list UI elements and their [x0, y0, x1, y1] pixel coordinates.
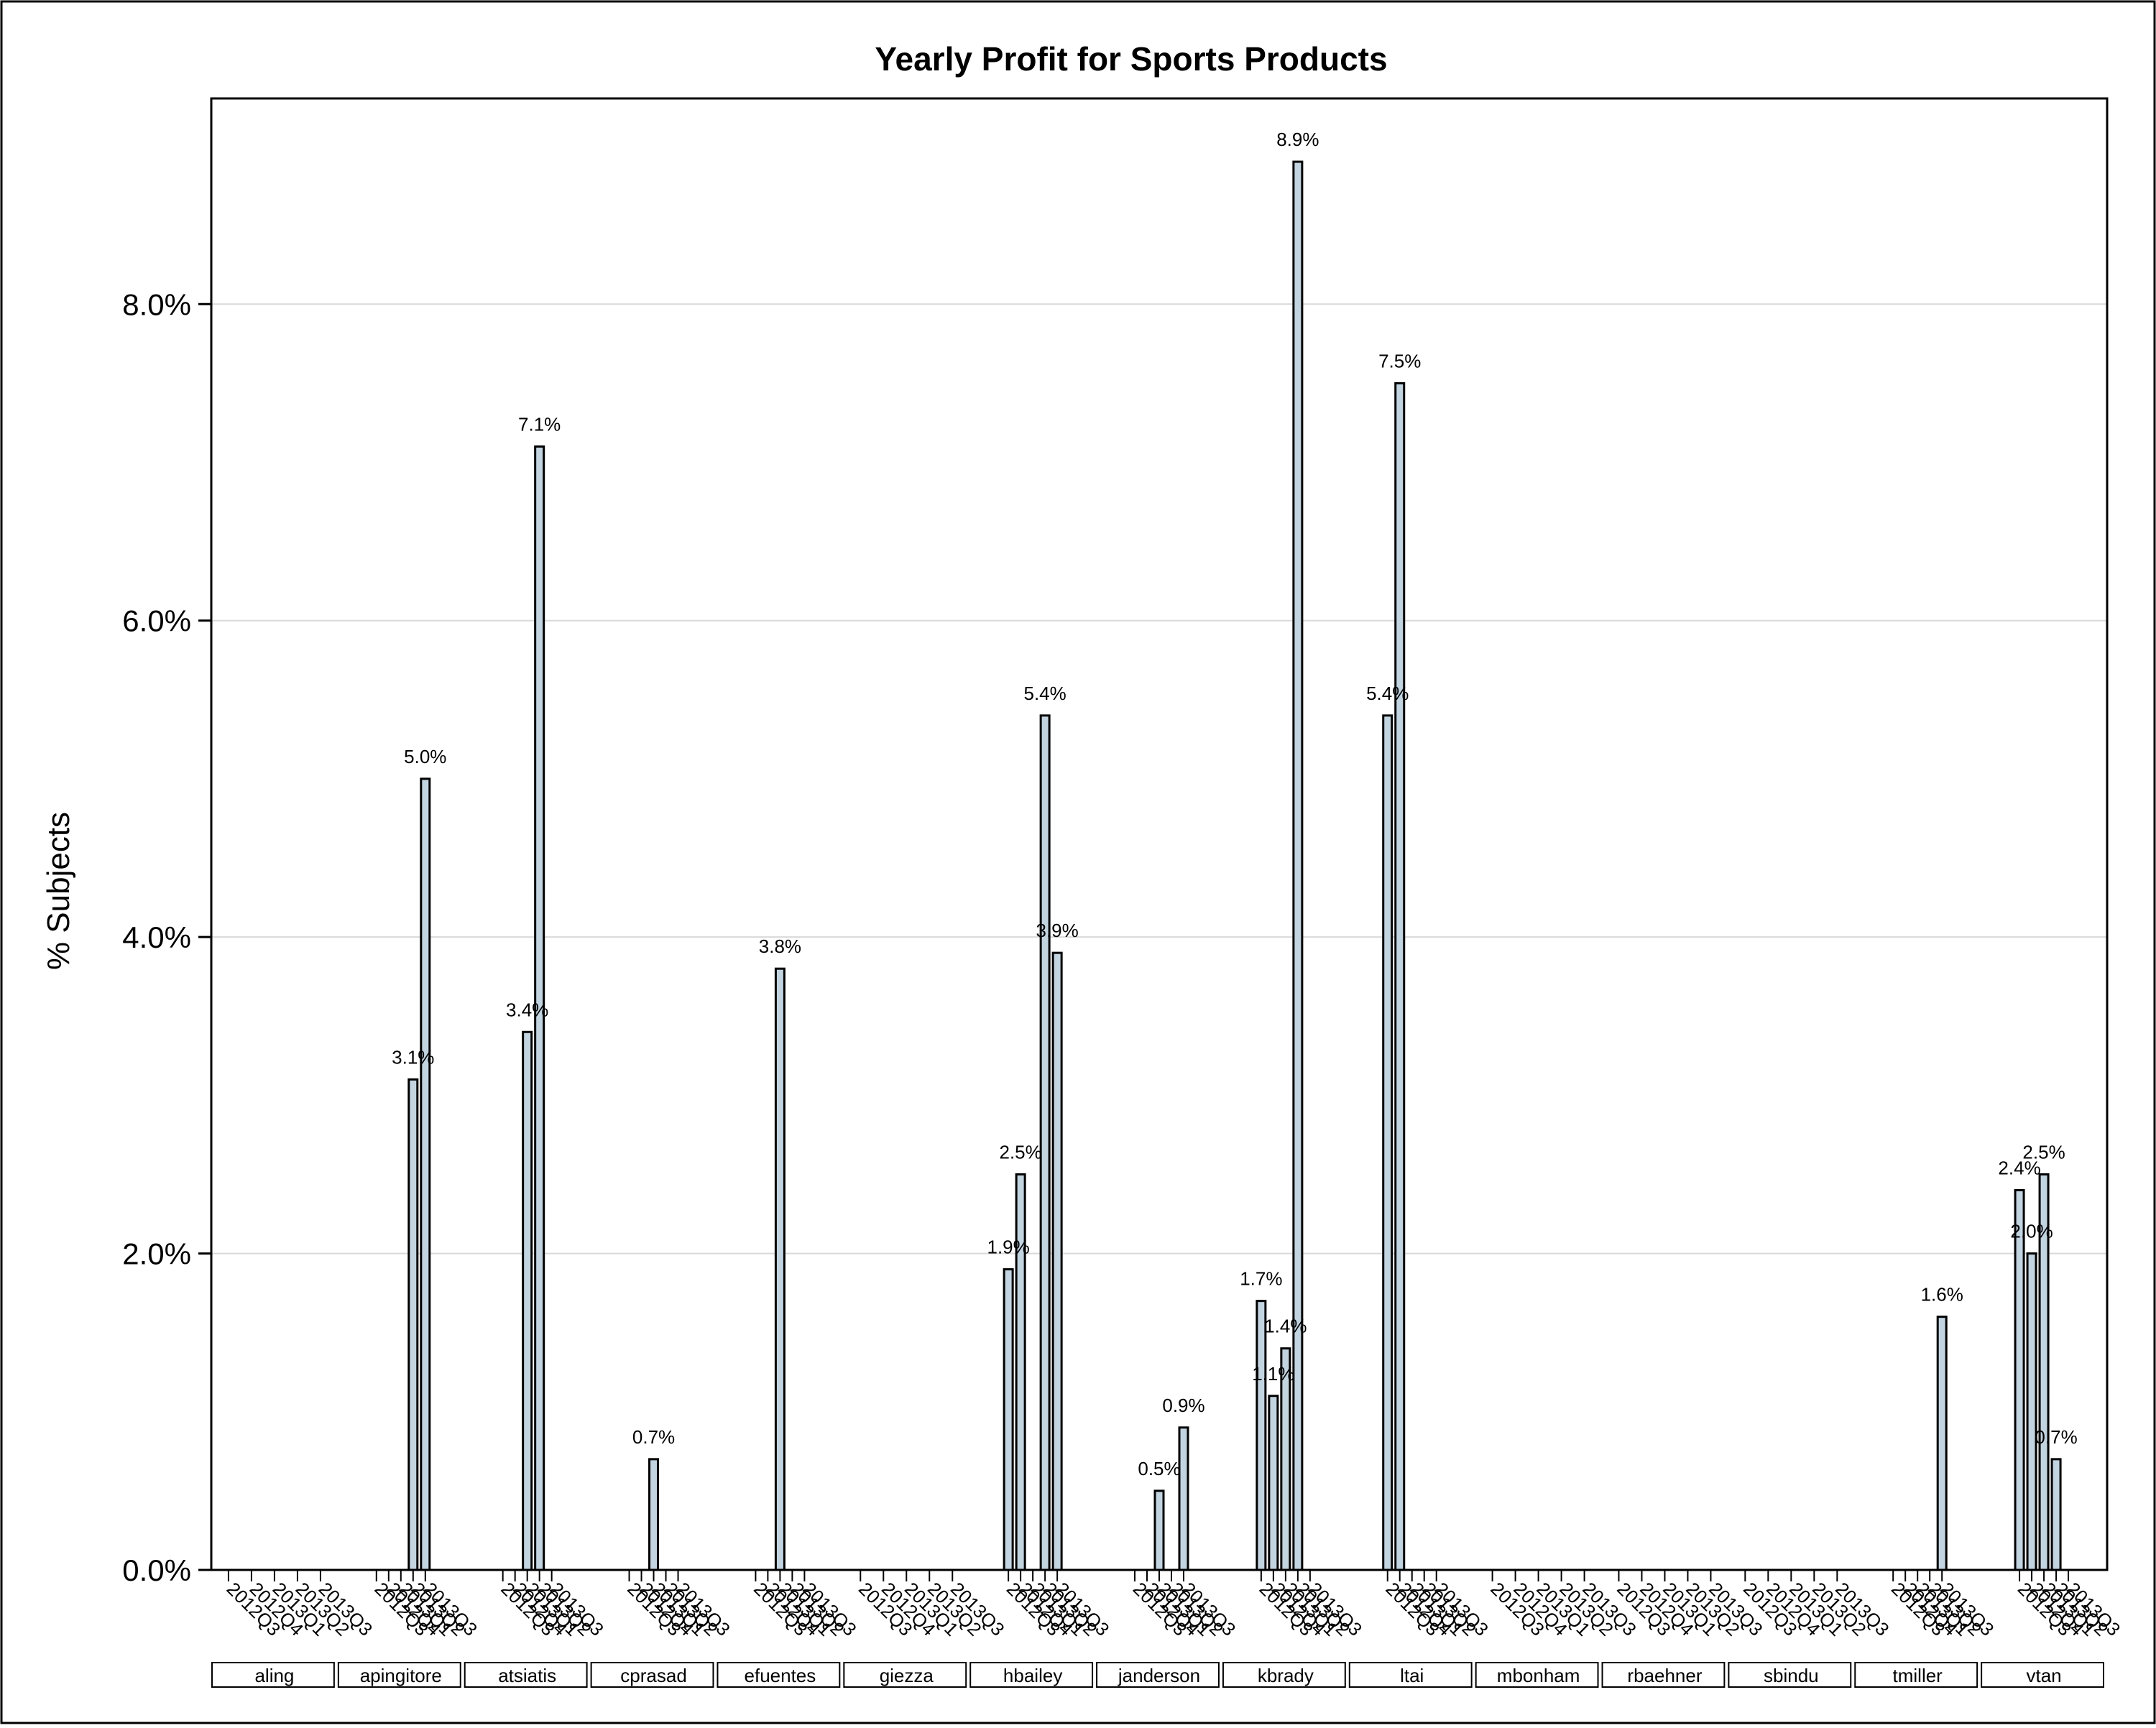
group-label-box	[590, 1662, 714, 1688]
bar	[420, 777, 431, 1571]
group-label-box	[1728, 1662, 1852, 1688]
group-label-box	[1222, 1662, 1346, 1688]
group-label-box	[464, 1662, 588, 1688]
group-label: atsiatis	[498, 1665, 556, 1686]
y-tick-label: 0.0%	[122, 1553, 191, 1587]
bar-value-label: 8.9%	[1276, 129, 1319, 150]
bar	[1268, 1395, 1279, 1571]
gridlines	[211, 303, 2107, 1255]
bar-value-label: 3.1%	[392, 1046, 434, 1068]
bar-value-label: 3.8%	[759, 935, 801, 957]
group-label: vtan	[2026, 1665, 2061, 1686]
bar-value-label: 1.1%	[1252, 1363, 1294, 1385]
group-label-box	[1981, 1662, 2104, 1688]
bar	[648, 1458, 660, 1571]
bar	[1178, 1426, 1189, 1571]
group-label: hbailey	[1003, 1665, 1062, 1686]
bar	[1394, 382, 1406, 1571]
group-label-box	[1348, 1662, 1473, 1688]
bar-value-label: 2.5%	[1000, 1141, 1042, 1163]
bar-value-label: 3.4%	[506, 999, 548, 1020]
bar-value-label: 0.7%	[2035, 1426, 2077, 1448]
group-label: giezza	[880, 1665, 934, 1686]
group-label: ltai	[1400, 1665, 1424, 1686]
bar-value-label: 2.5%	[2022, 1141, 2065, 1163]
group-label-row: aling apingitore atsiatis cprasad efuentes gi…	[211, 1662, 2104, 1688]
bars	[407, 160, 2062, 1571]
bar	[522, 1030, 533, 1571]
bar	[2014, 1188, 2025, 1571]
bar-value-label: 2.0%	[2010, 1221, 2053, 1242]
bar	[1256, 1300, 1267, 1571]
group-label-box	[1475, 1662, 1599, 1688]
bar	[1015, 1173, 1026, 1571]
group-label-box	[843, 1662, 967, 1688]
group-label: tmiller	[1893, 1665, 1943, 1686]
bar	[774, 967, 786, 1571]
group-label-box	[1854, 1662, 1978, 1688]
bar-value-label: 1.9%	[987, 1237, 1030, 1258]
y-tick-label: 6.0%	[122, 604, 191, 638]
bar	[1051, 951, 1063, 1571]
group-label: kbrady	[1258, 1665, 1314, 1686]
group-label: cprasad	[620, 1665, 687, 1686]
bar-value-label: 5.4%	[1024, 683, 1067, 704]
bar-value-label: 0.7%	[632, 1426, 675, 1448]
group-label-box	[969, 1662, 1094, 1688]
y-tick-label: 2.0%	[122, 1237, 191, 1271]
bar	[2026, 1252, 2037, 1571]
chart-title: Yearly Profit for Sports Products	[875, 40, 1387, 78]
bar-value-label: 0.9%	[1162, 1395, 1204, 1416]
bar-value-label: 5.0%	[404, 746, 446, 767]
group-label-box	[1601, 1662, 1726, 1688]
bar	[1292, 160, 1304, 1571]
data-labels: 3.1% 5.0% 3.4% 7.1% 0.7% 3.8% 1.9% 2.5% 5.4% 3.9%…	[392, 129, 2078, 1479]
bar-value-label: 1.6%	[1921, 1284, 1963, 1306]
y-tick-label: 8.0%	[122, 287, 191, 321]
group-label: mbonham	[1497, 1665, 1580, 1686]
bar-value-label: 7.1%	[518, 413, 561, 435]
bar	[407, 1078, 419, 1571]
bar-value-label: 3.9%	[1036, 920, 1079, 941]
bar	[2050, 1458, 2062, 1571]
bar	[1153, 1489, 1165, 1571]
y-axis-ticks: 0.0% 2.0% 4.0% 6.0% 8.0%	[122, 287, 211, 1587]
bar-value-label: 0.5%	[1138, 1458, 1180, 1479]
y-axis-label: % Subjects	[41, 812, 76, 970]
bar	[1003, 1268, 1014, 1571]
group-label: efuentes	[745, 1665, 816, 1686]
bar	[1936, 1316, 1948, 1571]
bar	[1382, 714, 1393, 1571]
group-label: janderson	[1118, 1665, 1200, 1686]
group-label-box	[717, 1662, 841, 1688]
bar-value-label: 5.4%	[1366, 683, 1409, 704]
group-label-box	[337, 1662, 461, 1688]
bar-value-label: 1.4%	[1264, 1316, 1307, 1337]
bar	[1039, 714, 1051, 1571]
group-label-box	[211, 1662, 335, 1688]
group-label: rbaehner	[1627, 1665, 1702, 1686]
bar-value-label: 2.4%	[1998, 1157, 2040, 1178]
y-tick-label: 4.0%	[122, 920, 191, 954]
group-label: aling	[254, 1665, 294, 1686]
group-label: apingitore	[360, 1665, 442, 1686]
bar-value-label: 1.7%	[1240, 1268, 1282, 1290]
group-label: sbindu	[1764, 1665, 1819, 1686]
group-label-box	[1096, 1662, 1220, 1688]
bar-value-label: 7.5%	[1378, 350, 1421, 371]
